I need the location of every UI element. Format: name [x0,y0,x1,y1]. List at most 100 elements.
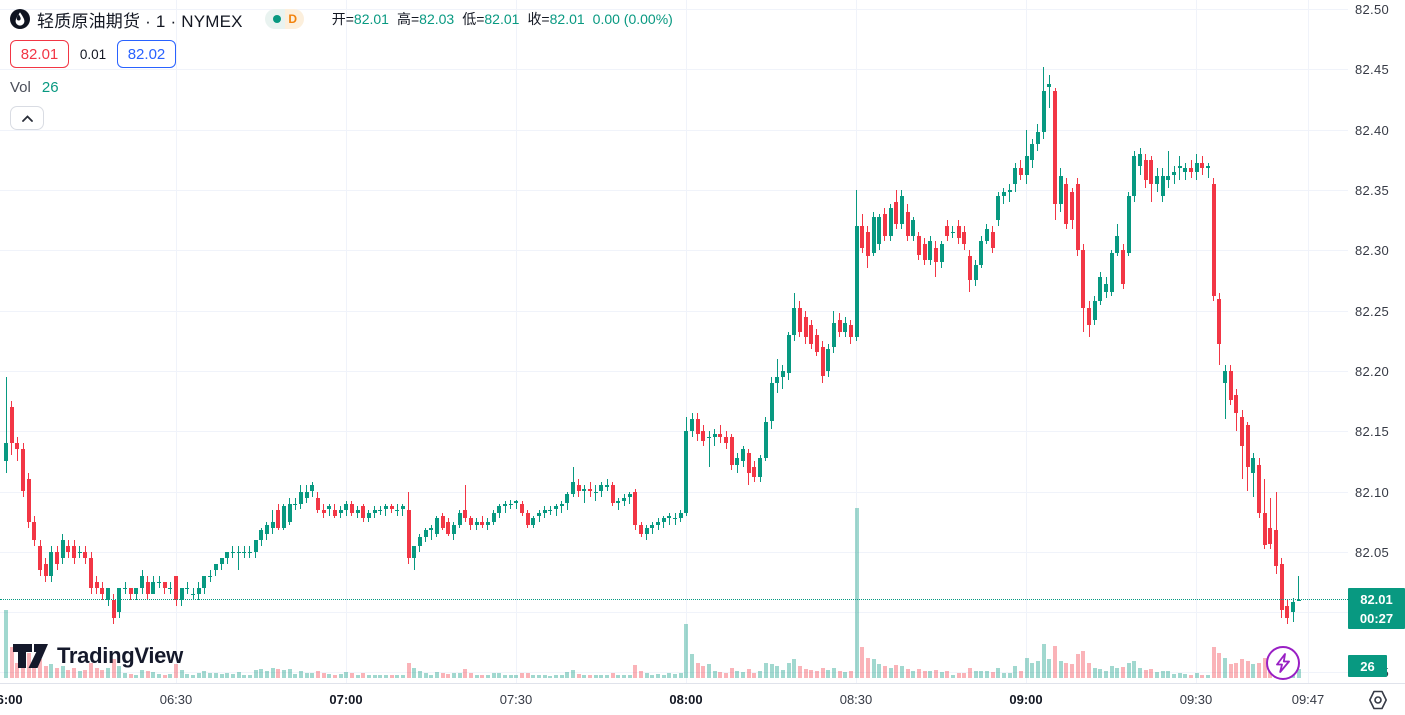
volume-bar [378,675,383,678]
volume-bar [196,672,201,678]
volume-bar [1206,675,1210,678]
candle [894,202,899,224]
candle [809,325,814,345]
candle [797,308,802,333]
collapse-legend-button[interactable] [10,106,44,130]
price-tick-label: 82.50 [1355,2,1390,18]
candle [242,551,247,553]
candle [4,443,8,462]
volume-bar [854,508,859,678]
time-gridline [686,0,687,683]
candle [1155,175,1159,184]
time-axis[interactable]: 06:00 06:30 07:00 07:30 08:00 08:30 09:00 09:30… [0,683,1405,715]
session-settings-icon[interactable] [1366,689,1390,711]
price-tick-label: 82.15 [1355,424,1390,440]
volume-bar [673,673,678,678]
volume-bar [843,671,848,678]
candle [678,513,683,518]
volume-bar [599,674,604,678]
ohlc-high: 高=82.03 [396,11,455,27]
candle-wick [510,499,512,510]
volume-bar [468,673,473,678]
candle [372,509,377,514]
candle [1138,153,1142,166]
candle [1018,168,1023,176]
candle [1132,156,1137,196]
candle-wick [1048,75,1050,108]
volume-bar [871,659,876,678]
volume-bar [797,666,802,678]
symbol-title[interactable]: 轻质原油期货 · 1 · NYMEX [37,11,243,31]
volume-bar [287,668,292,678]
order-panel: 82.01 0.01 82.02 [10,40,673,68]
candle [554,505,558,510]
candle [349,503,354,514]
candle [735,457,740,465]
candle [1228,370,1233,400]
volume-bar [848,671,853,678]
volume-bar [83,669,88,678]
symbol-header: 轻质原油期货 · 1 · NYMEX D 开=82.01 高=82.03 低=82.… [10,6,673,32]
volume-bar [718,671,723,678]
candle [327,505,332,510]
tradingview-logo[interactable]: TradingView [12,641,183,671]
volume-bar [134,674,139,678]
candle [837,320,842,333]
price-axis[interactable]: 82.50 82.45 82.40 82.35 82.30 82.25 82.20 82.15… [1348,0,1405,683]
volume-bar [293,673,298,678]
candle-wick [249,545,251,558]
volume-bar [321,673,326,678]
candle-wick [430,525,432,540]
volume-bar [1058,661,1063,678]
volume-bar [1234,662,1239,678]
candle [168,587,173,590]
volume-bar [1177,673,1182,678]
candle [140,575,145,588]
candle [298,491,303,504]
candle [480,521,485,526]
candle [1166,175,1171,181]
volume-bar [565,671,570,678]
volume-bar [1064,662,1069,678]
volume-bar [230,673,235,678]
candle [429,527,434,530]
candle [1092,300,1097,321]
candle [134,587,139,594]
candle [792,308,797,335]
volume-bar [661,674,666,678]
volume-bar [355,674,360,678]
volume-bar [537,675,541,678]
price-tick-label: 82.35 [1355,183,1390,198]
candlestick-chart[interactable] [0,0,1348,683]
candle-wick [952,226,954,239]
candle [253,539,258,552]
instant-trading-button[interactable] [1266,646,1300,680]
market-status-pill[interactable]: D [264,9,304,29]
delayed-data-badge: D [284,9,304,29]
candle [695,419,700,434]
price-tick-label: 82.25 [1355,303,1390,319]
candle [1070,192,1074,221]
volume-bar [939,671,944,678]
candle [916,235,921,256]
candle [882,214,887,236]
volume-bar [117,666,122,678]
volume-bar [678,672,683,678]
volume-bar [979,670,984,678]
volume-bar [1245,661,1250,678]
candle [1075,183,1080,251]
oil-drop-icon [10,9,30,29]
candle [843,322,848,333]
buy-button[interactable]: 82.02 [117,40,176,68]
volume-bar [1092,667,1097,678]
volume-bar [253,669,258,678]
candle [945,226,950,236]
volume-bar [1217,652,1222,678]
candle [588,489,592,492]
volume-bar [667,673,672,678]
candle [610,485,615,504]
volume-bar [531,674,536,678]
tradingview-logo-text: TradingView [57,643,183,668]
candle [225,551,230,558]
sell-button[interactable]: 82.01 [10,40,69,68]
